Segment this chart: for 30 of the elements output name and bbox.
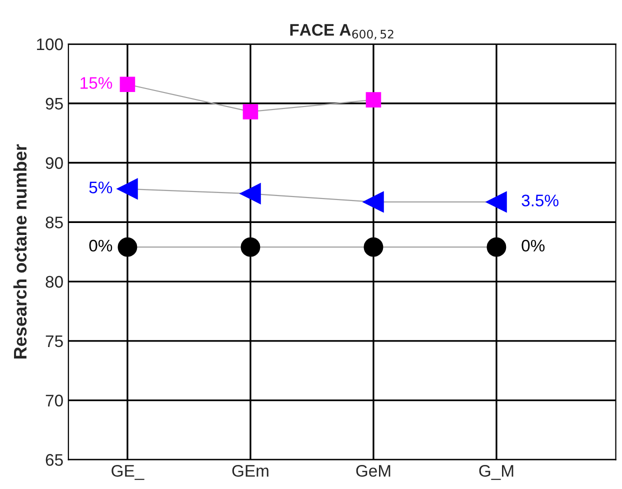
point <box>240 237 260 257</box>
point <box>120 76 136 92</box>
point <box>366 92 382 108</box>
point <box>242 104 258 120</box>
series-label: 0% <box>89 240 112 252</box>
y-tick-label: 75 <box>46 335 63 348</box>
x-tick-label: GEm <box>232 464 268 477</box>
y-tick-label: 95 <box>46 98 63 110</box>
x-tick-label: GeM <box>356 464 390 477</box>
y-tick-label: 70 <box>46 394 63 406</box>
y-tick-label: 90 <box>46 157 63 169</box>
annotation: 0% <box>522 240 545 252</box>
point <box>486 192 507 212</box>
y-tick-label: 85 <box>46 216 63 228</box>
point <box>240 183 261 204</box>
annotation: 3.5% <box>522 194 558 206</box>
y-tick-label: 100 <box>37 38 63 50</box>
x-tick-label: GE_ <box>112 464 144 480</box>
point <box>486 237 506 257</box>
x-tick-label: G_M <box>479 464 514 480</box>
point <box>363 192 384 212</box>
y-axis-title: Research octane number <box>13 144 27 358</box>
point <box>364 237 384 257</box>
series-label: 5% <box>89 182 112 194</box>
y-tick-label: 80 <box>46 276 63 288</box>
point <box>118 237 138 257</box>
series-label: 15% <box>80 77 112 89</box>
point <box>117 178 138 200</box>
y-tick-label: 65 <box>46 454 63 466</box>
chart-title: FACE A$_{600,52}$ <box>290 24 394 40</box>
